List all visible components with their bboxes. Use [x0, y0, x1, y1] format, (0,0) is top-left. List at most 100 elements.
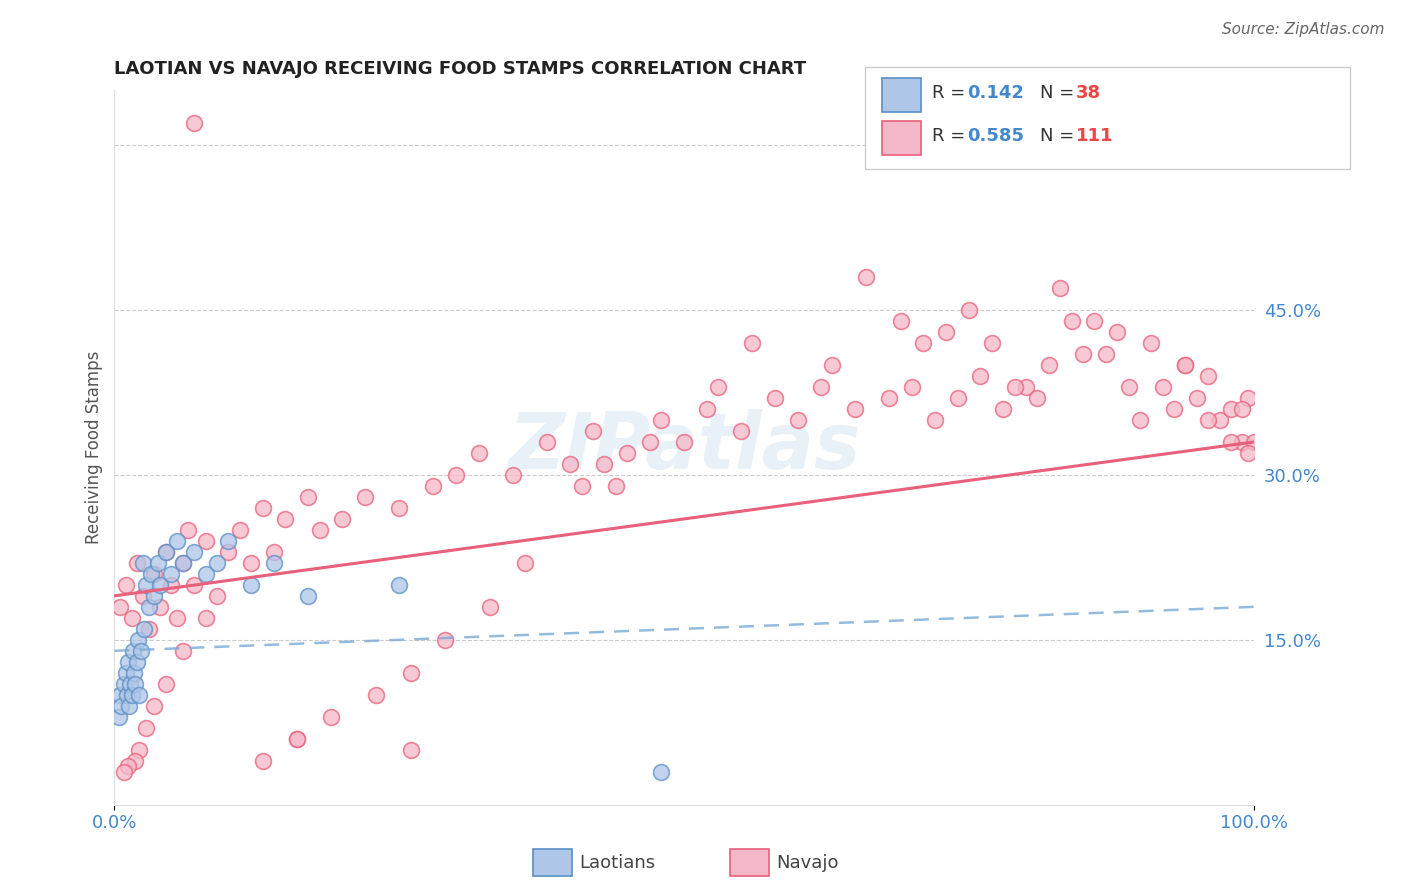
- Point: [139, 566, 162, 581]
- Point: [149, 599, 172, 614]
- Point: [143, 698, 166, 713]
- Point: [593, 457, 616, 471]
- Point: [108, 688, 131, 702]
- Point: [129, 644, 152, 658]
- Point: [132, 622, 155, 636]
- Point: [217, 545, 239, 559]
- Point: [1083, 314, 1105, 328]
- Point: [135, 578, 157, 592]
- Point: [297, 589, 319, 603]
- Point: [1220, 434, 1243, 449]
- Point: [128, 688, 150, 702]
- Point: [127, 655, 149, 669]
- Point: [980, 336, 1002, 351]
- Point: [128, 742, 150, 756]
- Point: [124, 754, 146, 768]
- Point: [149, 578, 172, 592]
- Point: [205, 589, 228, 603]
- Point: [1015, 380, 1038, 394]
- Point: [114, 578, 136, 592]
- Point: [132, 556, 155, 570]
- Point: [194, 566, 217, 581]
- Point: [1129, 413, 1152, 427]
- Point: [252, 754, 274, 768]
- Point: [297, 490, 319, 504]
- Point: [121, 688, 143, 702]
- Text: ZIPatlas: ZIPatlas: [508, 409, 860, 485]
- Text: R =: R =: [932, 84, 972, 102]
- Point: [274, 512, 297, 526]
- Point: [217, 533, 239, 548]
- Point: [160, 578, 183, 592]
- Point: [513, 556, 536, 570]
- Point: [388, 500, 411, 515]
- Point: [114, 665, 136, 680]
- Point: [650, 413, 672, 427]
- Text: Laotians: Laotians: [579, 854, 655, 871]
- Text: 0.142: 0.142: [967, 84, 1024, 102]
- Point: [143, 566, 166, 581]
- Point: [730, 424, 752, 438]
- Point: [172, 556, 194, 570]
- Point: [1004, 380, 1026, 394]
- Point: [112, 764, 135, 779]
- Point: [1197, 413, 1219, 427]
- Point: [444, 467, 467, 482]
- Point: [1208, 413, 1230, 427]
- Point: [183, 116, 205, 130]
- Point: [127, 556, 149, 570]
- Point: [1038, 358, 1060, 372]
- Text: 111: 111: [1076, 127, 1114, 145]
- Point: [1060, 314, 1083, 328]
- Point: [1152, 380, 1174, 394]
- Point: [118, 698, 141, 713]
- Point: [183, 578, 205, 592]
- Point: [330, 512, 353, 526]
- Point: [263, 545, 285, 559]
- Point: [433, 632, 456, 647]
- Text: R =: R =: [932, 127, 972, 145]
- Point: [172, 644, 194, 658]
- Point: [638, 434, 661, 449]
- Text: 0.585: 0.585: [967, 127, 1025, 145]
- Point: [1232, 434, 1254, 449]
- Point: [117, 655, 139, 669]
- Point: [605, 479, 627, 493]
- Point: [366, 688, 388, 702]
- Point: [177, 523, 200, 537]
- Point: [1237, 446, 1260, 460]
- Point: [821, 358, 844, 372]
- Point: [1071, 347, 1094, 361]
- Point: [696, 402, 718, 417]
- Point: [240, 578, 263, 592]
- Text: Source: ZipAtlas.com: Source: ZipAtlas.com: [1222, 22, 1385, 37]
- Point: [1026, 391, 1049, 405]
- Point: [1243, 434, 1265, 449]
- Point: [172, 556, 194, 570]
- Point: [155, 677, 177, 691]
- Point: [969, 369, 991, 384]
- Point: [890, 314, 912, 328]
- Point: [810, 380, 832, 394]
- Point: [787, 413, 810, 427]
- Point: [707, 380, 730, 394]
- Point: [205, 556, 228, 570]
- Point: [240, 556, 263, 570]
- Point: [1049, 281, 1071, 295]
- Point: [194, 611, 217, 625]
- Point: [108, 710, 131, 724]
- Point: [117, 759, 139, 773]
- Y-axis label: Receiving Food Stamps: Receiving Food Stamps: [86, 351, 103, 544]
- Text: N =: N =: [1040, 127, 1080, 145]
- Point: [1118, 380, 1140, 394]
- Point: [146, 556, 169, 570]
- Text: Navajo: Navajo: [776, 854, 838, 871]
- Point: [741, 336, 763, 351]
- Point: [285, 731, 308, 746]
- Point: [388, 578, 411, 592]
- Point: [1232, 402, 1254, 417]
- Point: [468, 446, 491, 460]
- Point: [120, 677, 142, 691]
- Point: [560, 457, 582, 471]
- Point: [155, 545, 177, 559]
